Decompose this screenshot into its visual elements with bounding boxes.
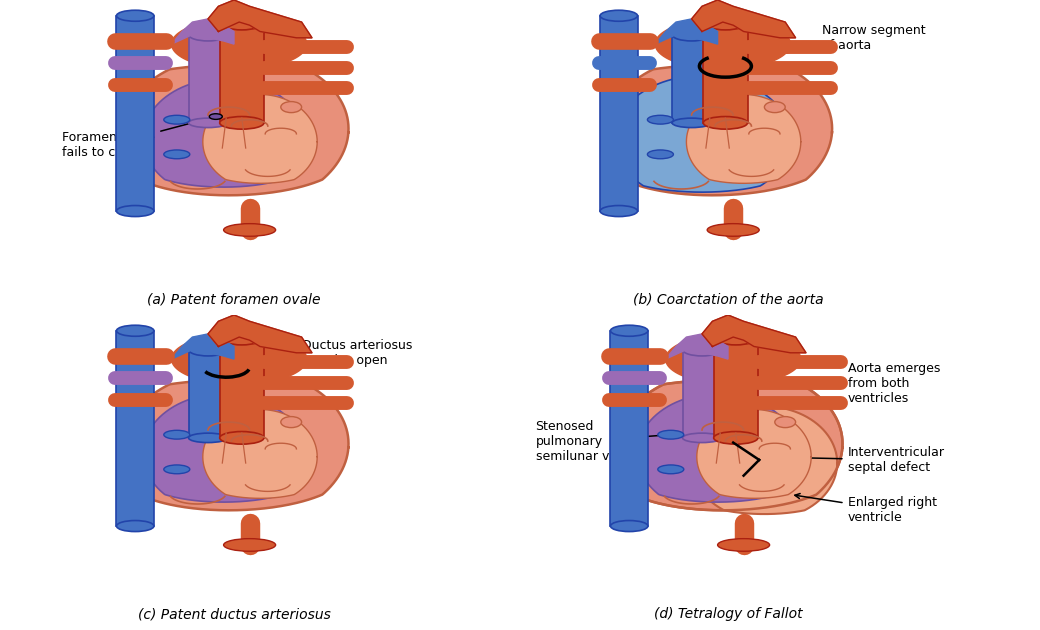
Ellipse shape [219, 14, 264, 30]
Ellipse shape [164, 465, 189, 474]
Ellipse shape [682, 343, 722, 356]
Ellipse shape [281, 101, 302, 113]
Text: Aorta emerges
from both
ventricles: Aorta emerges from both ventricles [758, 362, 940, 405]
Polygon shape [697, 410, 811, 498]
Ellipse shape [219, 432, 264, 444]
Ellipse shape [116, 325, 154, 336]
Ellipse shape [610, 325, 648, 336]
Polygon shape [686, 94, 801, 183]
Polygon shape [692, 406, 837, 514]
Text: (a) Patent foramen ovale: (a) Patent foramen ovale [148, 292, 320, 306]
Ellipse shape [672, 28, 711, 41]
Ellipse shape [224, 539, 276, 551]
Bar [703, 22, 748, 123]
Polygon shape [692, 0, 796, 38]
Text: (b) Coarctation of the aorta: (b) Coarctation of the aorta [632, 292, 824, 306]
Polygon shape [666, 334, 801, 384]
Ellipse shape [707, 224, 759, 236]
Ellipse shape [219, 117, 264, 129]
Ellipse shape [219, 329, 264, 345]
Text: (c) Patent ductus arteriosus: (c) Patent ductus arteriosus [137, 607, 331, 621]
Ellipse shape [713, 329, 758, 345]
Bar [116, 331, 154, 526]
Ellipse shape [672, 118, 711, 128]
Polygon shape [655, 19, 790, 69]
Ellipse shape [682, 433, 722, 443]
Ellipse shape [188, 28, 228, 41]
Polygon shape [144, 79, 304, 187]
Bar [188, 35, 228, 123]
Ellipse shape [164, 115, 189, 124]
Ellipse shape [657, 465, 684, 474]
Polygon shape [666, 334, 728, 359]
Ellipse shape [188, 343, 228, 356]
Bar [713, 337, 758, 438]
Polygon shape [172, 334, 234, 359]
Ellipse shape [657, 430, 684, 439]
Ellipse shape [116, 205, 154, 217]
Ellipse shape [209, 113, 223, 120]
Ellipse shape [116, 520, 154, 532]
Polygon shape [203, 94, 317, 183]
Polygon shape [172, 334, 307, 384]
Bar [116, 16, 154, 211]
Polygon shape [172, 19, 234, 44]
Polygon shape [172, 19, 307, 69]
Bar [219, 337, 264, 438]
Polygon shape [638, 394, 799, 502]
Polygon shape [614, 380, 842, 510]
Polygon shape [208, 315, 312, 353]
Polygon shape [120, 380, 348, 510]
Ellipse shape [600, 205, 638, 217]
Ellipse shape [775, 416, 796, 428]
Text: Stenosed
pulmonary
semilunar valve: Stenosed pulmonary semilunar valve [536, 420, 708, 462]
Ellipse shape [164, 430, 189, 439]
Text: Narrow segment
of aorta: Narrow segment of aorta [732, 24, 926, 64]
Text: Ductus arteriosus
remains open: Ductus arteriosus remains open [231, 339, 412, 369]
Ellipse shape [164, 150, 189, 159]
Polygon shape [144, 394, 304, 502]
Polygon shape [655, 19, 718, 44]
Polygon shape [203, 410, 317, 498]
Polygon shape [208, 0, 312, 38]
Ellipse shape [647, 115, 674, 124]
Polygon shape [603, 65, 832, 195]
Text: Enlarged right
ventricle: Enlarged right ventricle [795, 493, 937, 524]
Polygon shape [120, 65, 348, 195]
Ellipse shape [703, 117, 748, 129]
Ellipse shape [188, 433, 228, 443]
Polygon shape [614, 76, 790, 192]
Text: Interventricular
septal defect: Interventricular septal defect [758, 446, 944, 474]
Ellipse shape [703, 14, 748, 30]
Ellipse shape [718, 539, 770, 551]
Ellipse shape [281, 416, 302, 428]
Text: (d) Tetralogy of Fallot: (d) Tetralogy of Fallot [654, 607, 802, 621]
Bar [672, 35, 711, 123]
Ellipse shape [188, 118, 228, 128]
Ellipse shape [764, 101, 785, 113]
Ellipse shape [610, 520, 648, 532]
Ellipse shape [713, 432, 758, 444]
Ellipse shape [224, 224, 276, 236]
Bar [610, 331, 648, 526]
Bar [188, 350, 228, 438]
Bar [600, 16, 638, 211]
Ellipse shape [116, 10, 154, 21]
Bar [682, 350, 722, 438]
Ellipse shape [647, 150, 674, 159]
Ellipse shape [600, 10, 638, 21]
Bar [219, 22, 264, 123]
Polygon shape [702, 315, 806, 353]
Text: Foramen ovale
fails to close: Foramen ovale fails to close [62, 117, 211, 159]
